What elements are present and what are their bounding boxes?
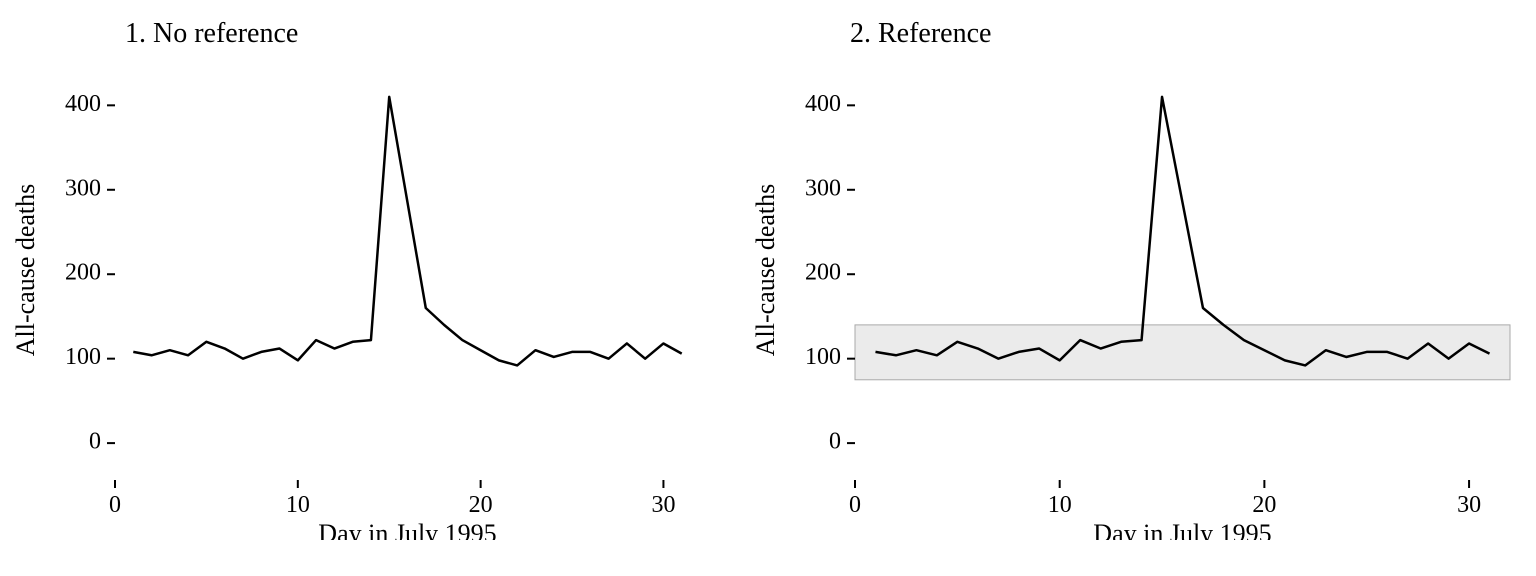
x-tick-label: 30 xyxy=(1457,492,1481,518)
x-tick-label: 20 xyxy=(469,492,493,518)
y-tick-label: 100 xyxy=(805,344,841,370)
y-tick-label: 0 xyxy=(89,429,101,455)
line-series xyxy=(133,97,681,366)
x-tick-label: 0 xyxy=(849,492,861,518)
chart-panel-left: 1. No reference01002003004000102030Day i… xyxy=(10,0,720,576)
y-tick-label: 200 xyxy=(65,260,101,286)
x-tick-label: 30 xyxy=(651,492,675,518)
y-tick-label: 300 xyxy=(65,175,101,201)
x-tick-label: 10 xyxy=(286,492,310,518)
y-tick-label: 100 xyxy=(65,344,101,370)
y-tick-label: 0 xyxy=(829,429,841,455)
y-tick-label: 400 xyxy=(805,91,841,117)
x-tick-label: 0 xyxy=(109,492,121,518)
x-tick-label: 20 xyxy=(1252,492,1276,518)
panel-title: 1. No reference xyxy=(10,18,835,50)
y-tick-label: 300 xyxy=(805,175,841,201)
x-tick-label: 10 xyxy=(1048,492,1072,518)
plot-svg: 0 100 200 300 400 0 10 20 30 Day in July 1995 All-… xyxy=(10,70,720,540)
chart-panel-right: 2. Reference01002003004000102030Day in J… xyxy=(750,0,1530,576)
y-tick-label: 200 xyxy=(805,260,841,286)
x-axis-label: Day in July 1995 xyxy=(318,519,496,540)
y-tick-label: 400 xyxy=(65,91,101,117)
y-axis-label: All-cause deaths xyxy=(11,184,40,357)
y-axis-label: All-cause deaths xyxy=(751,184,780,357)
reference-band xyxy=(855,325,1510,380)
x-axis-label: Day in July 1995 xyxy=(1093,519,1271,540)
panel-title: 2. Reference xyxy=(750,18,1536,50)
plot-svg: 0 100 200 300 400 0 10 20 30 Day in July 1995 All-… xyxy=(750,70,1530,540)
